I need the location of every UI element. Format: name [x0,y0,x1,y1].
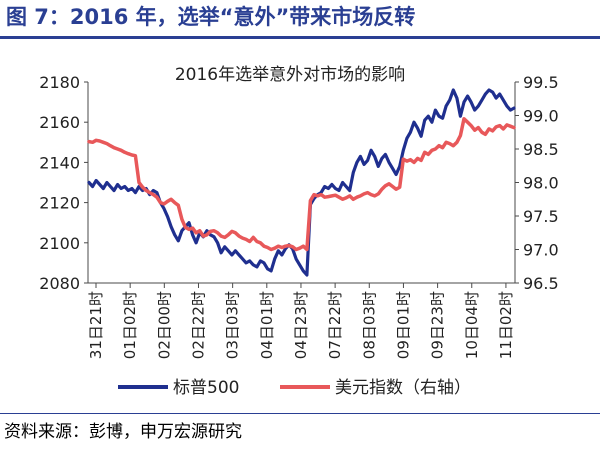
right-tick-label: 98.5 [523,140,559,159]
left-tick-label: 2160 [39,113,80,132]
legend: 标普500 美元指数（右轴） [118,378,471,398]
x-tick-label: 02日00时 [155,291,173,359]
x-tick-label: 03日03时 [224,291,242,359]
right-tick-label: 99.0 [523,107,559,126]
left-tick-label: 2140 [39,153,80,172]
x-tick-label: 08日03时 [360,291,378,359]
source-divider [0,413,600,414]
left-tick-label: 2180 [39,73,80,92]
dollar-index-line [87,117,516,252]
x-tick-label: 09日01时 [394,291,412,359]
left-tick-label: 2080 [39,274,80,293]
figure-title: 图 7：2016 年，选举“意外”带来市场反转 [6,5,416,29]
right-tick-label: 97.0 [523,241,559,260]
x-tick-label: 11日02时 [497,291,515,359]
line-chart: 2016年选举意外对市场的影响 2080 2100 2120 2140 2160 2180… [39,65,558,398]
x-tick-label: 31日21时 [87,291,105,359]
x-tick-label: 04日23时 [292,291,310,359]
right-tick-label: 99.5 [523,73,559,92]
x-tick-label: 07日22时 [326,291,344,359]
x-tick-label: 02日22时 [189,291,207,359]
x-tick-label: 10日04时 [463,291,481,359]
right-tick-label: 97.5 [523,207,559,226]
right-tick-label: 96.5 [523,274,559,293]
legend-label: 美元指数（右轴） [335,378,471,398]
left-tick-label: 2100 [39,234,80,253]
source-note: 资料来源：彭博，申万宏源研究 [4,422,242,442]
x-tick-label: 09日23时 [429,291,447,359]
series-layer [87,88,516,277]
chart-title: 2016年选举意外对市场的影响 [175,65,405,85]
axes: 2080 2100 2120 2140 2160 2180 96.5 97.0 97.5 98.0… [39,73,558,359]
title-divider [0,36,600,39]
right-tick-label: 98.0 [523,174,559,193]
x-tick-label: 01日02时 [121,291,139,359]
legend-label: 标普500 [173,378,239,398]
x-tick-label: 04日01时 [258,291,276,359]
left-tick-label: 2120 [39,194,80,213]
